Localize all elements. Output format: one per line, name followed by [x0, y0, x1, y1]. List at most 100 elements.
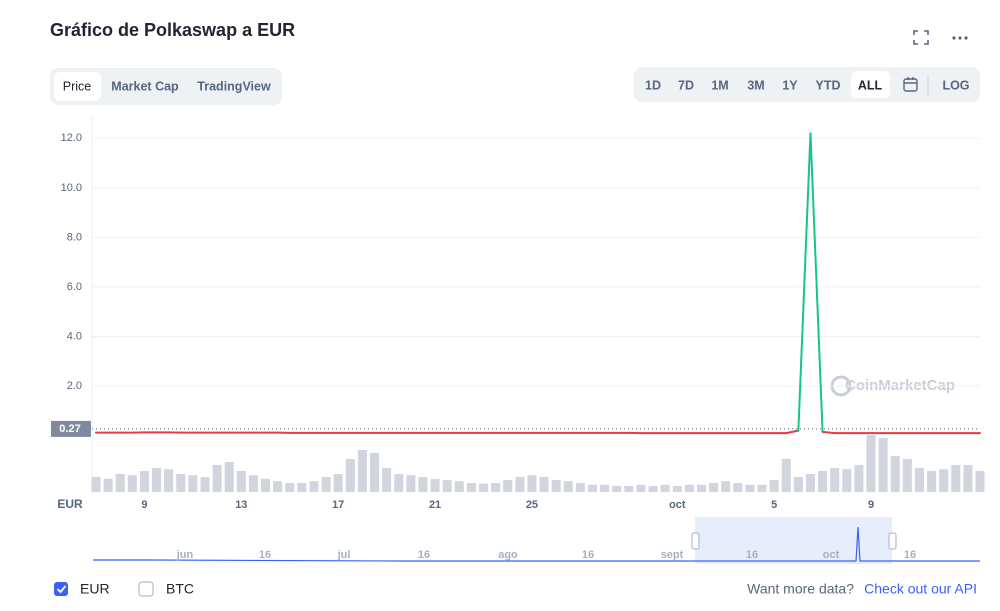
- range-button[interactable]: 1D: [645, 78, 661, 92]
- volume-bar: [261, 478, 271, 492]
- volume-bar: [442, 480, 452, 492]
- volume-bar: [91, 477, 101, 492]
- range-button[interactable]: YTD: [816, 78, 841, 92]
- volume-bar: [963, 465, 973, 492]
- fullscreen-icon[interactable]: [913, 30, 929, 45]
- range-button[interactable]: 1Y: [782, 78, 798, 92]
- y-tick-label: 8.0: [67, 231, 82, 243]
- currency-label[interactable]: BTC: [166, 581, 194, 597]
- volume-bar: [248, 475, 258, 492]
- volume-bar: [103, 478, 113, 492]
- volume-bar: [745, 484, 755, 492]
- volume-bar: [370, 453, 380, 492]
- watermark: CoinMarketCap: [845, 377, 955, 394]
- volume-bar: [515, 477, 525, 492]
- volume-bar: [733, 483, 743, 492]
- volume-bar: [914, 468, 924, 492]
- x-tick-label: 17: [332, 499, 344, 511]
- volume-bar: [466, 483, 476, 492]
- range-group: [634, 67, 980, 102]
- navigator-label: 16: [904, 549, 916, 561]
- x-tick-label: 5: [771, 499, 777, 511]
- volume-bar: [188, 475, 198, 492]
- volume-bar: [575, 483, 585, 492]
- volume-bar: [297, 483, 307, 492]
- volume-bar: [357, 450, 367, 492]
- volume-bar: [176, 474, 186, 492]
- range-button[interactable]: 1M: [711, 78, 728, 92]
- x-tick-label: 25: [526, 499, 538, 511]
- navigator-window[interactable]: [695, 517, 892, 564]
- volume-bar: [503, 480, 513, 492]
- navigator-label: 16: [259, 549, 271, 561]
- x-tick-label: 21: [429, 499, 441, 511]
- volume-bar: [648, 486, 658, 492]
- navigator-handle[interactable]: [888, 532, 897, 550]
- range-button[interactable]: ALL: [858, 78, 883, 92]
- volume-bar: [152, 468, 162, 492]
- range-button[interactable]: 3M: [747, 78, 764, 92]
- volume-bar: [951, 465, 961, 492]
- calendar-icon[interactable]: [903, 77, 918, 92]
- volume-bar: [636, 484, 646, 492]
- current-price-box: [51, 420, 91, 437]
- range-button[interactable]: 7D: [678, 78, 694, 92]
- price-segment: [821, 430, 836, 435]
- volume-bar: [539, 477, 549, 492]
- volume-bar: [612, 486, 622, 492]
- x-tick-label: 13: [235, 499, 247, 511]
- more-data: Want more data?: [747, 581, 854, 597]
- volume-bar: [878, 438, 888, 492]
- x-tick-label: 9: [141, 499, 147, 511]
- y-tick-label: 10.0: [61, 182, 82, 194]
- navigator-handle[interactable]: [691, 532, 700, 550]
- volume-bar: [793, 477, 803, 492]
- checkbox[interactable]: [138, 581, 154, 597]
- price-segment: [809, 132, 824, 433]
- tab[interactable]: Price: [63, 79, 92, 93]
- volume-bar: [273, 481, 283, 492]
- volume-bar: [285, 483, 295, 492]
- volume-bar: [430, 478, 440, 492]
- volume-bar: [563, 481, 573, 492]
- volume-bar: [830, 468, 840, 492]
- volume-bar: [418, 477, 428, 492]
- navigator-label: jul: [337, 549, 351, 561]
- range-active: [851, 71, 890, 98]
- volume-bar: [709, 483, 719, 492]
- x-tick-label: oct: [669, 499, 686, 511]
- tab[interactable]: TradingView: [197, 79, 271, 93]
- volume-bar: [805, 474, 815, 492]
- volume-bar: [212, 465, 222, 492]
- tab[interactable]: Market Cap: [111, 79, 179, 93]
- y-tick-label: 6.0: [67, 281, 82, 293]
- volume-bar: [587, 484, 597, 492]
- volume-bar: [624, 486, 634, 492]
- checkbox-checked[interactable]: [54, 582, 68, 596]
- api-link[interactable]: Check out our API: [864, 581, 977, 597]
- more-icon[interactable]: [952, 36, 968, 40]
- volume-bar: [660, 484, 670, 492]
- volume-bar: [200, 477, 210, 492]
- volume-bar: [854, 465, 864, 492]
- volume-bar: [394, 474, 404, 492]
- volume-bar: [309, 481, 319, 492]
- volume-bar: [479, 483, 489, 492]
- currency-label[interactable]: EUR: [80, 581, 110, 597]
- navigator-label: oct: [823, 549, 840, 561]
- volume-bar: [115, 474, 125, 492]
- volume-bar: [902, 459, 912, 492]
- x-tick-label: 9: [868, 499, 874, 511]
- volume-bar: [927, 471, 937, 492]
- navigator-label: 16: [418, 549, 430, 561]
- y-tick-label: 4.0: [67, 330, 82, 342]
- volume-bar: [781, 459, 791, 492]
- navigator-line: [93, 526, 980, 562]
- volume-bar: [939, 469, 949, 492]
- log-button[interactable]: LOG: [942, 78, 969, 92]
- volume-bar: [454, 481, 464, 492]
- volume-bar: [696, 484, 706, 492]
- volume-bar: [866, 435, 876, 492]
- volume-bar: [333, 474, 343, 492]
- navigator-label: 16: [746, 549, 758, 561]
